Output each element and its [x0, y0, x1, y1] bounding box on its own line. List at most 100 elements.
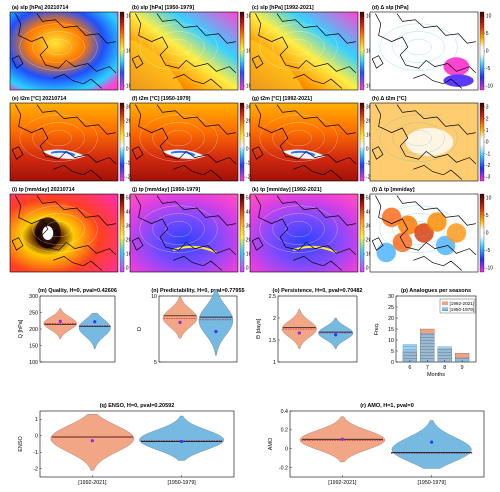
series-0-event-point — [90, 439, 94, 443]
map-frame — [249, 102, 359, 182]
colorbar-tick-label: 30 — [246, 105, 252, 111]
map-field-high — [250, 39, 304, 90]
map-field — [10, 194, 118, 272]
contour-line — [19, 205, 98, 253]
series-0-violin — [50, 414, 135, 471]
chart-title: (q) ENSO, H=0, pval=0.20592 — [100, 403, 175, 409]
contour-line — [45, 221, 72, 238]
map-content — [10, 194, 118, 272]
series-1-event-point — [214, 330, 218, 334]
colorbar-tick-label: 10 — [126, 252, 132, 258]
colorbar-tick-label: 20 — [246, 238, 252, 244]
y-axis-label: Θ [days] — [256, 318, 262, 339]
series-1-event-point — [180, 439, 184, 444]
colorbar-tick-label: 20 — [366, 238, 372, 244]
map-panel-title: (g) t2m [°C] [1992-2021] — [252, 96, 312, 102]
colorbar-tick-label: -10 — [246, 161, 253, 167]
colorbar-tick-label: 20 — [126, 119, 132, 125]
map-frame — [369, 193, 479, 273]
colorbar-tick-label: 0 — [486, 49, 489, 55]
x-tick-label: [1950-1979] — [167, 480, 196, 486]
y-axis-label: ENSO — [18, 435, 24, 451]
colorbar-tick-label: -20 — [366, 175, 373, 181]
contour-line — [32, 122, 85, 154]
map-content — [370, 194, 478, 272]
y-tick-label: 0.4 — [281, 409, 288, 415]
y-tick-label: 2.5 — [269, 294, 276, 300]
y-tick-label: 0 — [391, 360, 394, 366]
chart-r: (r) AMO, H=1, pval=0 AMO 0.4 0.2 0 -0.2 [1992-… — [268, 403, 485, 486]
y-axis-label: D — [137, 327, 143, 331]
chart-q: (q) ENSO, H=0, pval=0.20592 ENSO 1 0 -1 -2 [19… — [18, 403, 235, 486]
series-1-violin — [139, 415, 225, 461]
map-field — [250, 103, 358, 181]
coastline — [371, 104, 477, 180]
x-axis-label: Months — [427, 372, 445, 378]
delta-negative-area — [443, 74, 474, 87]
map-panel-title: (a) slp [hPa] 20210714 — [12, 5, 68, 11]
map-content — [10, 12, 118, 90]
alps-cold-core — [170, 150, 196, 157]
legend-box — [439, 298, 476, 314]
heavy-rain-peak — [42, 225, 54, 241]
bar-7-past — [420, 333, 435, 363]
colorbar-tick-label: 0 — [486, 231, 489, 237]
delta-precip-cell — [427, 212, 447, 232]
colorbar-tick-label: 20 — [366, 119, 372, 125]
map-content — [130, 103, 238, 181]
delta-precip-cell — [381, 207, 402, 228]
map-field — [10, 12, 118, 90]
colorbar-tick-label: 10 — [366, 133, 372, 139]
map-content — [370, 12, 478, 90]
map-panel-slp-0: (a) slp [hPa] 20210714102010151010 — [9, 5, 137, 91]
map-panel-title: (h) Δ t2m [°C] — [372, 96, 407, 102]
map-panel-slp-3: (d) Δ slp [hPa] 10 5 0 -5 -10 — [369, 5, 493, 91]
contour-line — [165, 221, 192, 238]
colorbar — [239, 102, 245, 182]
contour-line — [165, 39, 192, 56]
map-field — [250, 194, 358, 272]
colorbar-tick-label: 10 — [126, 133, 132, 139]
map-frame — [369, 102, 479, 182]
contour-line — [392, 213, 445, 245]
colorbar-tick-label: 20 — [246, 119, 252, 125]
contour-line — [139, 114, 218, 162]
x-tick-label: [1992-2021] — [328, 480, 357, 486]
chart-o: (o) Persistence, H=0, pval=0.70482 Θ [day… — [256, 288, 362, 366]
y-tick-label: 0 — [35, 434, 38, 440]
map-panels: (a) slp [hPa] 20210714102010151010(b) sl… — [9, 5, 493, 273]
colorbar-tick-label: 30 — [126, 105, 132, 111]
contour-line — [259, 114, 338, 162]
contour-line — [379, 205, 458, 253]
contour-line — [272, 31, 325, 63]
legend-swatch-recent — [442, 301, 448, 305]
delta-precip-cell — [376, 242, 396, 263]
colorbar-tick-label: 30 — [246, 224, 252, 230]
map-frame — [129, 193, 239, 273]
colorbar-tick-label: 40 — [246, 210, 252, 216]
y-tick-label: 5 — [154, 360, 157, 366]
contour-line — [45, 130, 72, 147]
coastline — [131, 13, 237, 89]
y-tick-label: 10 — [151, 294, 157, 300]
colorbar-tick-label: -5 — [486, 66, 491, 72]
colorbar-tick-label: 0 — [246, 266, 249, 272]
colorbar-tick-label: -1 — [486, 151, 491, 157]
chart-title: (o) Persistence, H=0, pval=0.70482 — [273, 288, 363, 294]
colorbar-tick-label: 30 — [366, 224, 372, 230]
map-frame — [249, 193, 359, 273]
y-tick-label: 30 — [388, 294, 394, 300]
alps-cold-core — [50, 150, 76, 157]
alps-rain-band — [172, 245, 217, 254]
y-tick-label: 15 — [388, 327, 394, 333]
chart-title: (p) Analogues per seasons — [401, 288, 471, 294]
y-tick-label: 150 — [29, 343, 38, 349]
map-panel-tp-0: (i) tp [mm/day] 20210714 50 40 30 20 10 0 — [9, 187, 132, 273]
series-1-violin — [78, 313, 111, 349]
contour-line — [45, 39, 72, 56]
series-1-violin — [391, 420, 472, 469]
coastline — [371, 13, 477, 89]
colorbar-tick-label: 0 — [486, 140, 489, 146]
colorbar-tick-label: 0 — [366, 147, 369, 153]
